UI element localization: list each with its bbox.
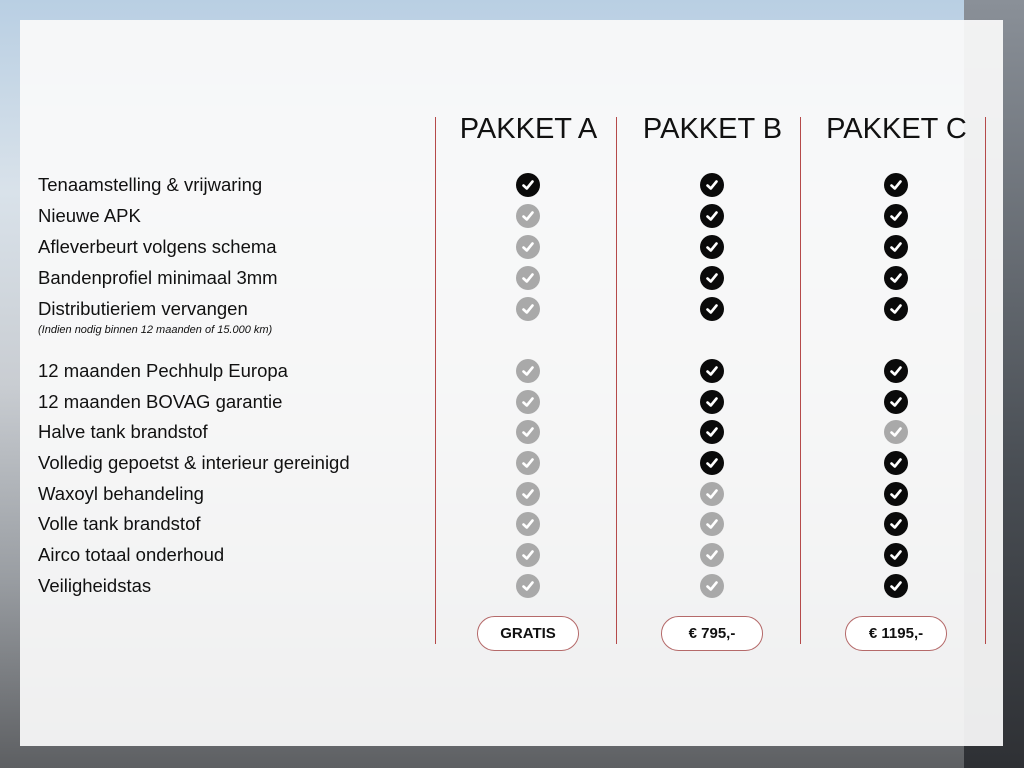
check-included-icon: [516, 173, 540, 197]
check-included-icon: [700, 451, 724, 475]
column-divider: [800, 117, 801, 644]
check-included-icon: [884, 451, 908, 475]
check-included-icon: [884, 390, 908, 414]
column-divider: [985, 117, 986, 644]
feature-label: Afleverbeurt volgens schema: [38, 236, 277, 257]
package-header: PAKKET C: [826, 113, 967, 145]
check-excluded-icon: [700, 574, 724, 598]
check-excluded-icon: [516, 420, 540, 444]
feature-label: Bandenprofiel minimaal 3mm: [38, 267, 278, 288]
check-included-icon: [700, 266, 724, 290]
check-included-icon: [884, 482, 908, 506]
check-included-icon: [884, 543, 908, 567]
check-included-icon: [700, 420, 724, 444]
feature-label: Volledig gepoetst & interieur gereinigd: [38, 452, 350, 473]
column-divider: [616, 117, 617, 644]
feature-label: Tenaamstelling & vrijwaring: [38, 174, 263, 195]
check-excluded-icon: [700, 512, 724, 536]
check-included-icon: [700, 390, 724, 414]
check-excluded-icon: [516, 482, 540, 506]
check-excluded-icon: [516, 235, 540, 259]
feature-label: Airco totaal onderhoud: [38, 544, 225, 565]
check-excluded-icon: [516, 512, 540, 536]
check-included-icon: [884, 235, 908, 259]
check-included-icon: [884, 359, 908, 383]
check-excluded-icon: [700, 482, 724, 506]
package-header: PAKKET A: [459, 113, 598, 145]
check-included-icon: [700, 173, 724, 197]
check-excluded-icon: [516, 204, 540, 228]
check-excluded-icon: [516, 266, 540, 290]
feature-label: Veiligheidstas: [38, 575, 152, 596]
feature-label: Halve tank brandstof: [38, 421, 208, 442]
check-included-icon: [700, 359, 724, 383]
check-included-icon: [700, 235, 724, 259]
check-excluded-icon: [516, 297, 540, 321]
feature-label: 12 maanden Pechhulp Europa: [38, 360, 288, 381]
price-button[interactable]: GRATIS: [477, 616, 579, 651]
price-button[interactable]: € 1195,-: [845, 616, 947, 651]
price-button[interactable]: € 795,-: [661, 616, 763, 651]
check-excluded-icon: [516, 543, 540, 567]
check-included-icon: [700, 204, 724, 228]
check-included-icon: [884, 574, 908, 598]
feature-label: Waxoyl behandeling: [38, 483, 204, 504]
check-excluded-icon: [516, 574, 540, 598]
check-included-icon: [884, 512, 908, 536]
feature-label: 12 maanden BOVAG garantie: [38, 391, 283, 412]
package-header: PAKKET B: [642, 113, 783, 145]
check-included-icon: [884, 204, 908, 228]
check-included-icon: [884, 297, 908, 321]
check-included-icon: [700, 297, 724, 321]
check-excluded-icon: [700, 543, 724, 567]
check-excluded-icon: [884, 420, 908, 444]
check-excluded-icon: [516, 359, 540, 383]
check-excluded-icon: [516, 451, 540, 475]
feature-label: Volle tank brandstof: [38, 513, 201, 534]
column-divider: [435, 117, 436, 644]
feature-label: Distributieriem vervangen: [38, 298, 248, 319]
check-included-icon: [884, 173, 908, 197]
check-excluded-icon: [516, 390, 540, 414]
footnote: (Indien nodig binnen 12 maanden of 15.00…: [38, 324, 273, 336]
check-included-icon: [884, 266, 908, 290]
feature-label: Nieuwe APK: [38, 205, 141, 226]
